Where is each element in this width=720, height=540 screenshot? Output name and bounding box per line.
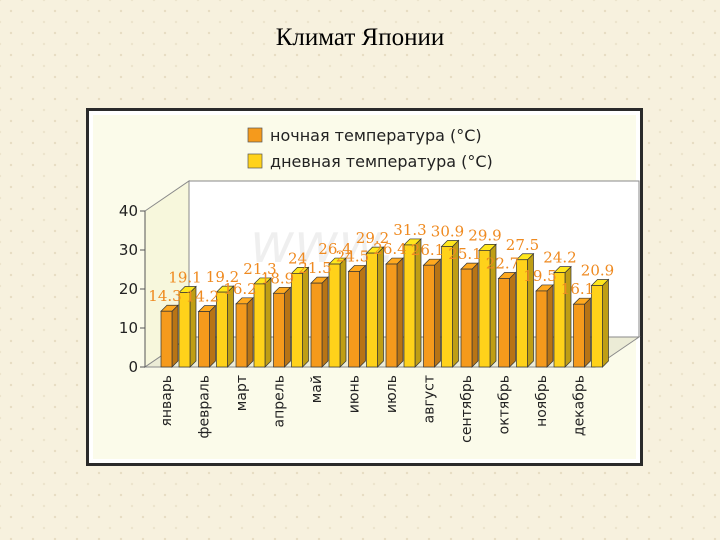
bar-day-side <box>227 285 234 368</box>
bar-night-side <box>584 297 591 368</box>
data-label-night: 16.2 <box>223 280 256 298</box>
bar-night <box>535 290 548 368</box>
bar-day <box>478 250 491 368</box>
x-category-label: июнь <box>347 375 363 413</box>
x-category-label: октябрь <box>497 375 513 434</box>
bar-night <box>423 264 435 368</box>
bar-day-side <box>302 266 309 368</box>
x-category-label: июль <box>384 375 400 413</box>
data-label-day: 30.9 <box>431 222 464 240</box>
x-category-label: март <box>234 375 250 411</box>
bar-night-side <box>359 264 366 368</box>
x-category-label: февраль <box>197 375 213 439</box>
data-label-day: 24 <box>288 249 307 267</box>
bar-night-side <box>471 262 479 368</box>
bar-night <box>160 310 173 368</box>
data-label-day: 21.3 <box>243 260 276 278</box>
bar-night-side <box>546 284 554 368</box>
bar-night <box>310 282 323 368</box>
bar-night-side <box>321 276 329 368</box>
x-category-label: август <box>422 375 438 423</box>
bar-night-side <box>509 271 516 368</box>
bar-night-side <box>434 258 441 368</box>
bar-day-side <box>339 257 347 368</box>
bar-day <box>553 272 566 368</box>
bar-day <box>366 252 378 368</box>
bar-day-side <box>602 278 609 368</box>
data-label-night: 19.5 <box>523 267 556 285</box>
data-label-night: 16.1 <box>561 280 594 298</box>
legend-swatch <box>247 127 263 143</box>
y-tick-label: 40 <box>119 202 138 220</box>
data-label-day: 31.3 <box>393 221 426 239</box>
bar-night <box>573 303 585 368</box>
bar-day <box>591 285 603 368</box>
x-category-label: ноябрь <box>534 375 550 427</box>
x-category-label: январь <box>159 375 175 427</box>
data-label-day: 20.9 <box>581 261 614 279</box>
bar-night-side <box>284 286 291 368</box>
bar-night <box>198 311 210 368</box>
data-label-night: 25.1 <box>448 245 481 263</box>
bar-night-side <box>171 304 179 368</box>
bar-night <box>460 268 473 368</box>
bar-day <box>253 283 266 368</box>
data-label-night: 22.7 <box>486 254 519 272</box>
bar-day <box>216 291 228 368</box>
legend-label: дневная температура (°C) <box>270 152 493 171</box>
bar-day <box>291 273 303 368</box>
bar-night <box>273 292 285 368</box>
x-category-label: апрель <box>272 375 288 427</box>
legend-label: ночная температура (°C) <box>270 126 482 145</box>
x-category-label: декабрь <box>572 375 588 436</box>
bar-day <box>441 246 453 368</box>
data-label-day: 27.5 <box>506 236 539 254</box>
data-label-day: 26.4 <box>318 240 351 258</box>
data-label-night: 18.9 <box>261 269 294 287</box>
x-category-label: май <box>309 375 325 403</box>
data-label-day: 19.2 <box>206 268 239 286</box>
bar-day <box>178 292 191 368</box>
legend-swatch <box>247 153 263 169</box>
data-label-night: 14.3 <box>148 287 181 305</box>
data-label-day: 29.2 <box>356 229 389 247</box>
data-label-day: 19.1 <box>168 269 201 287</box>
bar-night <box>348 271 360 368</box>
data-label-day: 24.2 <box>543 249 576 267</box>
bar-day <box>328 263 341 368</box>
bar-day-side <box>264 277 272 368</box>
data-label-night: 26.4 <box>373 240 406 258</box>
data-label-night: 14.2 <box>186 288 219 306</box>
y-tick-label: 10 <box>119 319 138 337</box>
data-label-night: 21.5 <box>298 259 331 277</box>
data-label-night: 24.5 <box>336 247 369 265</box>
y-tick-label: 30 <box>119 241 138 259</box>
bar-day-side <box>377 246 384 368</box>
x-category-label: сентябрь <box>459 375 475 443</box>
bar-night <box>385 263 398 368</box>
bar-night <box>235 303 248 368</box>
data-label-day: 29.9 <box>468 226 501 244</box>
slide-title: Климат Японии <box>275 24 445 51</box>
data-label-night: 26.1 <box>411 241 444 259</box>
bar-day <box>516 259 528 368</box>
bar-night-side <box>246 296 254 368</box>
y-tick-label: 0 <box>128 358 138 376</box>
bar-day <box>403 244 416 368</box>
bar-night <box>498 278 510 368</box>
bar-night-side <box>396 257 404 368</box>
y-tick-label: 20 <box>119 280 138 298</box>
bar-night-side <box>209 304 216 368</box>
